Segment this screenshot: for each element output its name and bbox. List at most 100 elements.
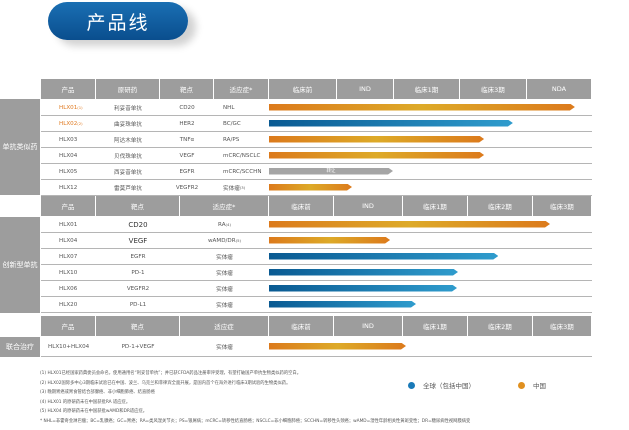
- footnote: (5) HLX04 的原研药未在中国获批wAMD和DR适应症。: [40, 409, 148, 414]
- cell-indication: 实体瘤: [180, 265, 269, 280]
- cell-target: PD-L1: [96, 297, 180, 312]
- progress-bar-global: [269, 285, 457, 292]
- cell-target: VEGFR2: [96, 281, 180, 296]
- cell-product: HLX07: [41, 249, 96, 264]
- product-text: HLX20: [59, 301, 78, 308]
- table-row: HLX12 雷莫芦单抗 VEGFR2 实体瘤 (3): [41, 180, 592, 196]
- column-header: 适应症: [180, 316, 269, 336]
- legend-global-label: 全球（包括中国）: [423, 382, 475, 390]
- cell-product: HLX05: [41, 164, 96, 179]
- table-row: HLX07 EGFR 实体瘤: [41, 249, 592, 265]
- footnote: (3) 晚期胃癌或胃食管结合部腺癌、非小细胞肺癌、结直肠癌: [40, 390, 155, 395]
- cell-product: HLX10: [41, 265, 96, 280]
- indication-text: RA/PS: [223, 136, 240, 143]
- cell-indication: NHL: [214, 100, 269, 115]
- legend-china: 中国: [518, 380, 546, 390]
- originator-text: 曲妥珠单抗: [114, 121, 142, 128]
- progress-bar-china: [269, 184, 352, 191]
- cell-target: CD20: [160, 100, 214, 115]
- section-label: 创新型单抗: [0, 217, 40, 313]
- cell-originator: 西妥昔单抗: [96, 164, 160, 179]
- column-header: IND: [334, 196, 403, 216]
- progress-bar-global: [269, 120, 513, 127]
- column-header: IND: [337, 79, 394, 99]
- table-row: HLX06 VEGFR2 实体瘤: [41, 281, 592, 297]
- table-row: HLX01 CD20 RA (4): [41, 217, 592, 233]
- target-text: EGFR: [130, 253, 146, 260]
- product-text: HLX06: [59, 285, 78, 292]
- progress-bar-china: [269, 136, 484, 143]
- table-row: HLX02 (2) 曲妥珠单抗 HER2 BC/GC: [41, 116, 592, 132]
- target-text: VEGFR2: [126, 285, 150, 292]
- cell-product: HLX12: [41, 180, 96, 195]
- column-header: 靶点: [160, 79, 214, 99]
- cell-indication: 实体瘤: [180, 337, 269, 356]
- footnote-ref: (4): [225, 222, 231, 227]
- footnote-ref: (1): [77, 105, 83, 110]
- target-text: EGFR: [179, 168, 195, 175]
- cell-product: HLX10+HLX04: [41, 337, 96, 356]
- progress-bar-china: [269, 152, 484, 159]
- column-header: 靶点: [96, 196, 180, 216]
- orange-dot-icon: [518, 381, 525, 389]
- cell-indication: BC/GC: [214, 116, 269, 131]
- indication-text: mCRC/NSCLC: [223, 152, 261, 159]
- cell-indication: RA/PS: [214, 132, 269, 147]
- cell-indication: mCRC/NSCLC: [214, 148, 269, 163]
- cell-product: HLX02 (2): [41, 116, 96, 131]
- target-text: VEGF: [179, 152, 195, 159]
- cell-product: HLX06: [41, 281, 96, 296]
- indication-text: NHL: [223, 104, 235, 111]
- target-text: PD-L1: [129, 301, 147, 308]
- target-text: PD-1+VEGF: [121, 343, 155, 350]
- section-label: 单抗类似药: [0, 99, 40, 195]
- product-text: HLX01: [59, 221, 78, 228]
- target-text: VEGFR2: [175, 184, 199, 191]
- product-text: HLX03: [59, 136, 78, 143]
- column-header: 临床1期: [394, 79, 460, 99]
- column-header: 临床前: [269, 196, 334, 216]
- cell-indication: 实体瘤: [180, 281, 269, 296]
- column-header: 临床1期: [403, 316, 468, 336]
- column-header: 适应症*: [180, 196, 269, 216]
- table-row: HLX04 VEGF wAMD/DR (5): [41, 233, 592, 249]
- table-row: HLX05 西妥昔单抗 EGFR mCRC/SCCHN 转让: [41, 164, 592, 180]
- cell-target: EGFR: [96, 249, 180, 264]
- progress-bar-china: [269, 237, 390, 244]
- table-row: HLX10 PD-1 实体瘤: [41, 265, 592, 281]
- column-header: 临床2期: [468, 196, 533, 216]
- cell-target: PD-1+VEGF: [96, 337, 180, 356]
- indication-text: BC/GC: [223, 120, 241, 127]
- column-header: 临床2期: [468, 316, 533, 336]
- cell-indication: RA (4): [180, 217, 269, 232]
- originator-text: 阿达木单抗: [114, 137, 142, 144]
- cell-target: VEGF: [96, 233, 180, 248]
- indication-text: 实体瘤: [216, 254, 233, 261]
- bar-label: 转让: [326, 169, 336, 174]
- cell-product: HLX04: [41, 148, 96, 163]
- originator-text: 西妥昔单抗: [114, 169, 142, 176]
- legend-china-label: 中国: [533, 382, 546, 390]
- footnote-ref: (3): [239, 185, 246, 190]
- column-header: 靶点: [96, 316, 180, 336]
- indication-text: 实体瘤: [216, 344, 233, 351]
- cell-target: HER2: [160, 116, 214, 131]
- product-text: HLX02: [59, 120, 78, 127]
- originator-text: 雷莫芦单抗: [114, 185, 142, 192]
- cell-target: VEGFR2: [160, 180, 214, 195]
- page-title: 产品线: [48, 2, 188, 40]
- column-header: IND: [334, 316, 403, 336]
- indication-text: 实体瘤: [223, 185, 240, 192]
- column-header: 临床3期: [533, 316, 592, 336]
- cell-indication: 实体瘤: [180, 297, 269, 312]
- column-header: 产品: [41, 79, 96, 99]
- column-header: 临床1期: [403, 196, 468, 216]
- target-text: HER2: [179, 120, 195, 127]
- cell-product: HLX04: [41, 233, 96, 248]
- footnote: (1) HLX01已经国家药典委员会命名，使用通用名“利妥昔单抗”；并已获CFD…: [40, 371, 302, 376]
- indication-text: 实体瘤: [216, 286, 233, 293]
- cell-originator: 雷莫芦单抗: [96, 180, 160, 195]
- product-text: HLX04: [59, 237, 78, 244]
- product-text: HLX10+HLX04: [48, 343, 90, 350]
- originator-text: 利妥昔单抗: [114, 105, 142, 112]
